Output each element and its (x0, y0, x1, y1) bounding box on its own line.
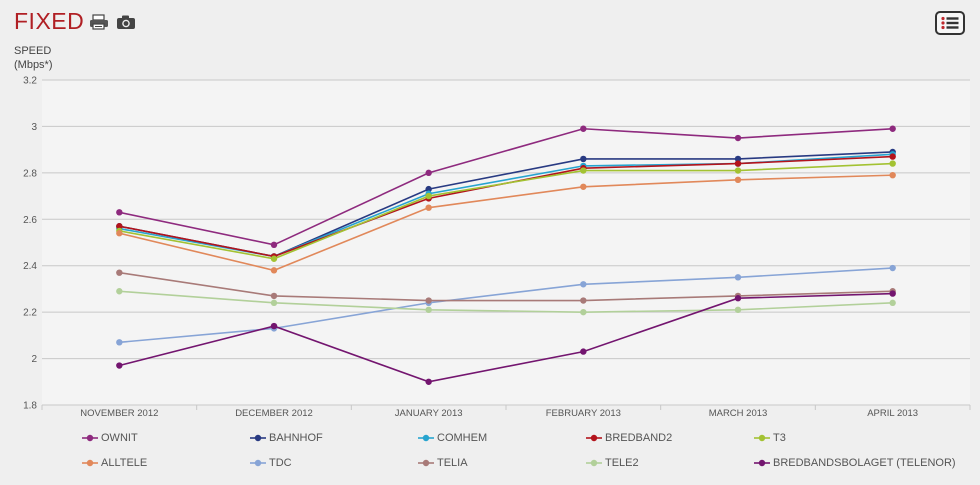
data-point (734, 274, 742, 281)
x-tick-label: DECEMBER 2012 (235, 408, 313, 419)
series-line (119, 267, 893, 344)
data-point (734, 306, 742, 314)
data-point (116, 230, 123, 237)
legend-swatch (754, 459, 770, 467)
menu-list-icon (941, 16, 959, 30)
data-point (889, 160, 896, 167)
page-title: FIXED (14, 8, 85, 34)
data-point (889, 125, 896, 132)
data-point (580, 155, 587, 163)
data-point (425, 297, 432, 304)
x-tick-label: NOVEMBER 2012 (80, 408, 158, 419)
print-icon[interactable] (89, 14, 109, 35)
legend-label: TELE2 (605, 457, 639, 469)
chart-menu-button[interactable] (935, 11, 965, 35)
data-point (425, 306, 432, 314)
data-point (734, 176, 742, 184)
data-point (734, 295, 742, 302)
legend-label: TDC (269, 457, 292, 469)
camera-icon[interactable] (116, 14, 136, 35)
y-tick-label: 1.8 (23, 401, 37, 412)
data-point (889, 290, 896, 297)
legend-label: TELIA (437, 457, 468, 469)
data-point (580, 281, 587, 288)
data-point (889, 153, 896, 160)
data-point (270, 299, 278, 307)
y-axis-label: SPEED (Mbps*) (14, 45, 53, 71)
data-point (580, 308, 587, 316)
data-point (889, 171, 896, 179)
legend-label: T3 (773, 432, 786, 444)
legend-label: BREDBAND2 (605, 432, 673, 444)
x-tick-label: FEBRUARY 2013 (546, 408, 621, 419)
data-point (580, 297, 587, 304)
data-point (425, 204, 432, 211)
series-line (119, 174, 893, 272)
data-point (270, 267, 278, 274)
legend-swatch (250, 459, 266, 467)
data-point (270, 322, 278, 330)
legend-label: OWNIT (101, 432, 138, 444)
data-point (734, 160, 742, 167)
data-point (270, 255, 278, 262)
legend-swatch (418, 434, 434, 442)
x-tick-label: APRIL 2013 (867, 408, 918, 419)
legend-swatch (418, 459, 434, 467)
data-point (270, 292, 278, 300)
legend-label: BAHNHOF (269, 432, 323, 444)
y-tick-label: 3 (31, 122, 37, 133)
legend-label: COMHEM (437, 432, 488, 444)
legend-swatch (82, 434, 98, 442)
data-point (116, 223, 123, 230)
legend-label: ALLTELE (101, 457, 148, 469)
y-tick-label: 2.6 (23, 215, 37, 226)
data-point (425, 192, 432, 200)
y-tick-label: 3.2 (23, 76, 37, 87)
series-line (119, 271, 893, 302)
series-line (119, 290, 893, 313)
data-point (580, 348, 587, 355)
data-point (734, 167, 742, 174)
data-point (425, 185, 432, 193)
data-point (425, 169, 432, 177)
data-point (116, 209, 123, 216)
legend-swatch (250, 434, 266, 442)
legend-swatch (586, 459, 602, 467)
legend-swatch (82, 459, 98, 467)
y-tick-label: 2 (31, 354, 37, 365)
data-point (580, 125, 587, 132)
legend-swatch (586, 434, 602, 442)
data-point (116, 269, 123, 276)
legend-swatch (754, 434, 770, 442)
data-point (116, 339, 123, 346)
data-point (889, 299, 896, 307)
series-line (119, 292, 893, 383)
x-tick-label: JANUARY 2013 (395, 408, 463, 419)
data-point (425, 378, 432, 385)
data-point (580, 167, 587, 174)
legend-label: BREDBANDSBOLAGET (TELENOR) (773, 457, 956, 469)
data-point (734, 155, 742, 163)
data-point (889, 264, 896, 272)
series-line (119, 162, 893, 260)
data-point (734, 134, 742, 142)
y-tick-label: 2.2 (23, 308, 37, 319)
data-point (116, 362, 123, 369)
data-point (270, 241, 278, 249)
y-tick-label: 2.4 (23, 261, 37, 272)
y-tick-label: 2.8 (23, 168, 37, 179)
x-tick-label: MARCH 2013 (709, 408, 768, 419)
data-point (580, 183, 587, 190)
data-point (116, 288, 123, 295)
series-line (119, 127, 893, 246)
